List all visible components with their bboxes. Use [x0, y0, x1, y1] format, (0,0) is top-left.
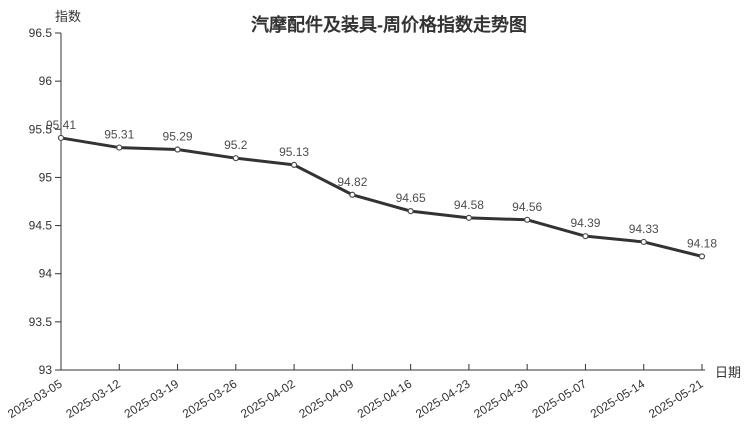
- x-tick-label: 2025-04-09: [296, 377, 356, 422]
- data-point-label: 94.18: [687, 236, 717, 250]
- data-point-marker: [465, 214, 473, 221]
- x-tick-label: 2025-05-07: [530, 377, 590, 422]
- data-point-label: 95.2: [224, 138, 248, 152]
- chart-title: 汽摩配件及装具-周价格指数走势图: [251, 15, 527, 35]
- data-point-marker: [640, 238, 647, 246]
- data-point-label: 94.65: [396, 191, 426, 205]
- x-tick-label: 2025-05-14: [588, 377, 648, 422]
- data-point-marker: [349, 191, 356, 198]
- x-tick-label: 2025-03-26: [180, 377, 240, 422]
- x-tick-label: 2025-03-05: [5, 377, 65, 422]
- data-point-label: 95.13: [279, 145, 309, 159]
- data-point-label: 95.31: [104, 128, 134, 142]
- data-point-label: 94.33: [629, 222, 659, 236]
- data-point-marker: [582, 233, 589, 240]
- series-line: [59, 136, 704, 258]
- x-tick-label: 2025-03-12: [63, 377, 123, 422]
- data-point-marker: [116, 144, 123, 151]
- y-tick-label: 93: [39, 363, 53, 377]
- y-tick-label: 93.5: [29, 315, 53, 329]
- x-tick-label: 2025-04-30: [471, 377, 531, 422]
- data-point-marker: [698, 253, 706, 260]
- data-point-label: 94.56: [512, 200, 542, 214]
- y-tick-label: 95: [39, 170, 53, 184]
- x-tick-label: 2025-05-21: [646, 377, 706, 422]
- y-axis-name: 指数: [55, 9, 82, 24]
- data-point-marker: [232, 155, 239, 162]
- data-point-label: 95.29: [163, 130, 193, 144]
- data-point-label: 94.58: [454, 198, 484, 212]
- data-point-marker: [290, 161, 298, 169]
- y-tick-label: 94: [39, 267, 53, 281]
- y-tick-label: 95.5: [29, 122, 53, 136]
- data-point-label: 94.39: [570, 216, 600, 230]
- data-point-label: 95.41: [46, 118, 76, 132]
- x-tick-label: 2025-04-16: [355, 377, 415, 422]
- x-tick-label: 2025-03-19: [122, 377, 182, 422]
- y-tick-label: 94.5: [29, 219, 53, 233]
- y-tick-label: 96.5: [29, 26, 53, 40]
- x-tick-label: 2025-04-23: [413, 377, 473, 422]
- x-axis-name: 日期: [715, 365, 742, 380]
- y-tick-label: 96: [39, 74, 53, 88]
- data-point-marker: [57, 134, 65, 142]
- data-point-marker: [407, 208, 414, 215]
- data-point-marker: [524, 216, 531, 223]
- x-tick-label: 2025-04-02: [238, 377, 298, 422]
- data-point-label: 94.82: [337, 175, 367, 189]
- data-point-marker: [174, 146, 181, 153]
